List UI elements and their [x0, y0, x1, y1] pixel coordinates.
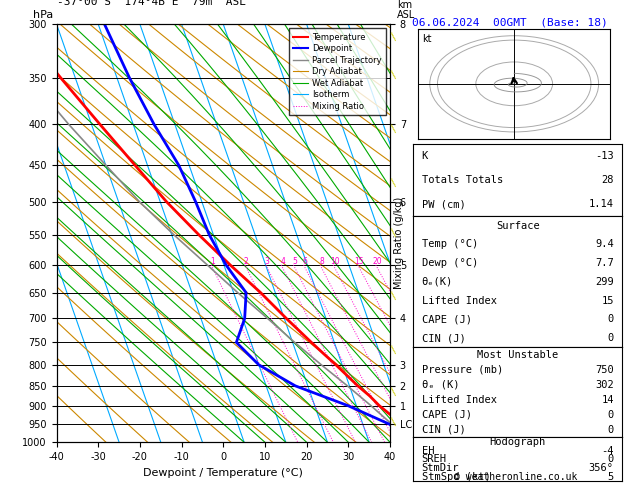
Text: CIN (J): CIN (J) [421, 333, 465, 343]
Text: SREH: SREH [421, 454, 447, 464]
Text: -37°00'S  174°4B'E  79m  ASL: -37°00'S 174°4B'E 79m ASL [57, 0, 245, 7]
Text: hPa: hPa [33, 10, 53, 20]
Text: 28: 28 [601, 175, 614, 185]
Text: /: / [390, 346, 399, 355]
Text: 750: 750 [595, 365, 614, 375]
Text: 7.7: 7.7 [595, 258, 614, 268]
Text: -4: -4 [601, 446, 614, 455]
X-axis label: Dewpoint / Temperature (°C): Dewpoint / Temperature (°C) [143, 468, 303, 478]
Text: © weatheronline.co.uk: © weatheronline.co.uk [454, 472, 577, 482]
Text: CAPE (J): CAPE (J) [421, 410, 472, 420]
Text: 5: 5 [292, 257, 298, 266]
Text: /: / [390, 417, 399, 426]
Text: Pressure (mb): Pressure (mb) [421, 365, 503, 375]
Text: 2: 2 [244, 257, 248, 266]
Text: 10: 10 [330, 257, 340, 266]
Text: 0: 0 [608, 454, 614, 464]
Text: kt: kt [422, 34, 431, 44]
Text: Hodograph: Hodograph [489, 437, 546, 447]
Text: CAPE (J): CAPE (J) [421, 314, 472, 324]
Text: 356°: 356° [589, 463, 614, 473]
Text: /: / [390, 387, 399, 397]
Text: Surface: Surface [496, 221, 540, 231]
Text: 0: 0 [608, 333, 614, 343]
Text: 1: 1 [210, 257, 215, 266]
Text: CIN (J): CIN (J) [421, 425, 465, 435]
Text: /: / [390, 32, 399, 42]
Text: 0: 0 [608, 314, 614, 324]
Text: 6: 6 [303, 257, 308, 266]
Text: 20: 20 [372, 257, 382, 266]
Text: Lifted Index: Lifted Index [421, 295, 497, 306]
Text: 5: 5 [608, 472, 614, 482]
Text: /: / [390, 291, 399, 301]
Text: 15: 15 [355, 257, 364, 266]
Text: 0: 0 [608, 425, 614, 435]
Text: -13: -13 [595, 151, 614, 161]
Text: Lifted Index: Lifted Index [421, 395, 497, 405]
Text: PW (cm): PW (cm) [421, 199, 465, 209]
Text: /: / [390, 69, 399, 79]
Text: /: / [390, 178, 399, 188]
Text: StmDir: StmDir [421, 463, 459, 473]
Text: Mixing Ratio (g/kg): Mixing Ratio (g/kg) [394, 197, 404, 289]
Text: 15: 15 [601, 295, 614, 306]
Text: Dewp (°C): Dewp (°C) [421, 258, 478, 268]
Text: 299: 299 [595, 277, 614, 287]
Text: 4: 4 [280, 257, 285, 266]
Legend: Temperature, Dewpoint, Parcel Trajectory, Dry Adiabat, Wet Adiabat, Isotherm, Mi: Temperature, Dewpoint, Parcel Trajectory… [289, 29, 386, 115]
Text: 0: 0 [608, 410, 614, 420]
Text: 9.4: 9.4 [595, 240, 614, 249]
Text: Most Unstable: Most Unstable [477, 350, 559, 360]
Text: /: / [390, 124, 399, 134]
Text: 06.06.2024  00GMT  (Base: 18): 06.06.2024 00GMT (Base: 18) [412, 17, 608, 27]
Text: Temp (°C): Temp (°C) [421, 240, 478, 249]
Text: EH: EH [421, 446, 434, 455]
Text: 14: 14 [601, 395, 614, 405]
Text: 3: 3 [265, 257, 270, 266]
Text: 1.14: 1.14 [589, 199, 614, 209]
Text: 302: 302 [595, 380, 614, 390]
Text: Totals Totals: Totals Totals [421, 175, 503, 185]
Text: StmSpd (kt): StmSpd (kt) [421, 472, 491, 482]
Text: /: / [390, 228, 399, 238]
Text: km
ASL: km ASL [397, 0, 415, 20]
Text: θₑ (K): θₑ (K) [421, 380, 459, 390]
Text: K: K [421, 151, 428, 161]
Text: θₑ(K): θₑ(K) [421, 277, 453, 287]
Text: 8: 8 [319, 257, 324, 266]
